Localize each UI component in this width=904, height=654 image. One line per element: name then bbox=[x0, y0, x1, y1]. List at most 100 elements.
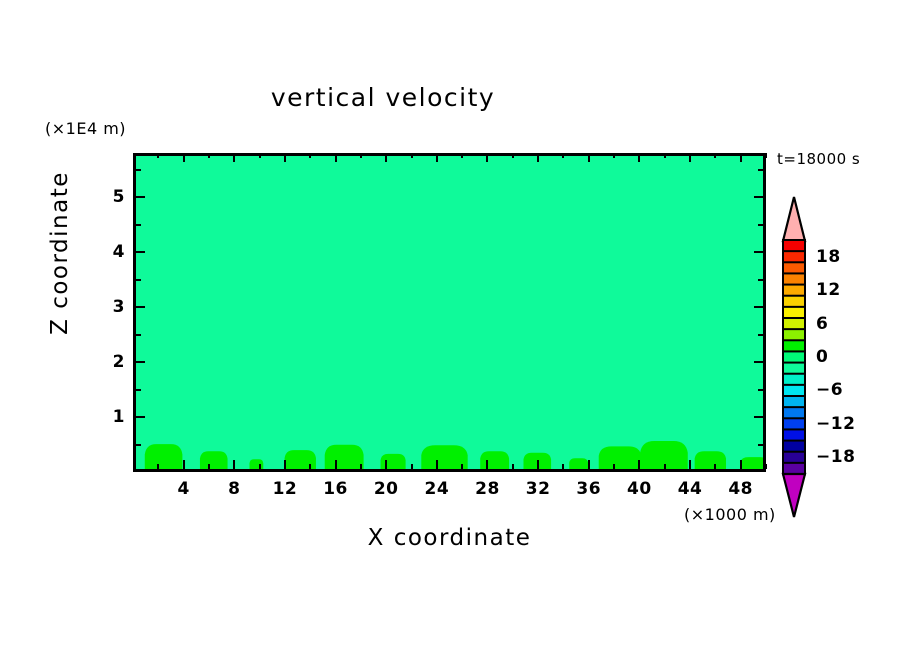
x-tick-top bbox=[233, 153, 236, 162]
x-tick-label: 40 bbox=[627, 479, 652, 499]
y-tick-label: 1 bbox=[112, 407, 125, 427]
x-tick-top bbox=[435, 153, 438, 162]
x-tick-major bbox=[435, 460, 438, 469]
y-tick-right-minor bbox=[758, 443, 763, 446]
x-tick-top bbox=[486, 153, 489, 162]
colorbar bbox=[781, 196, 807, 518]
x-tick-top-minor bbox=[562, 153, 565, 158]
contour-cell bbox=[598, 446, 642, 469]
colorbar-band bbox=[782, 283, 806, 298]
x-tick-major bbox=[385, 460, 388, 469]
x-tick-major bbox=[233, 460, 236, 469]
contour-cell bbox=[740, 457, 763, 469]
x-tick-top-minor bbox=[714, 153, 717, 158]
z-axis-unit-label: (×1E4 m) bbox=[45, 119, 127, 138]
y-tick-right bbox=[754, 306, 763, 308]
y-tick-label: 5 bbox=[112, 187, 125, 207]
x-tick-top bbox=[537, 153, 540, 162]
x-tick-top-minor bbox=[511, 153, 514, 158]
x-tick-top bbox=[182, 153, 185, 162]
contour-cell bbox=[284, 450, 316, 469]
x-tick-top bbox=[638, 153, 641, 162]
x-tick-label: 8 bbox=[228, 479, 241, 499]
y-tick-minor bbox=[136, 168, 141, 171]
y-tick-right bbox=[754, 361, 763, 363]
colorbar-band bbox=[782, 250, 806, 264]
colorbar-band bbox=[782, 395, 806, 409]
colorbar-band bbox=[782, 328, 806, 342]
x-tick-top-minor bbox=[207, 153, 210, 158]
colorbar-band bbox=[782, 272, 806, 286]
x-tick-top bbox=[739, 153, 742, 162]
colorbar-band bbox=[782, 339, 806, 353]
colorbar-tick-label: 12 bbox=[816, 280, 841, 301]
x-tick-major bbox=[537, 460, 540, 469]
y-tick-major bbox=[136, 306, 145, 308]
x-tick-major bbox=[334, 460, 337, 469]
x-tick-minor bbox=[461, 464, 464, 469]
x-tick-minor bbox=[207, 464, 210, 469]
x-tick-top-minor bbox=[359, 153, 362, 158]
y-tick-right-minor bbox=[758, 168, 763, 171]
colorbar-band bbox=[782, 350, 806, 364]
x-tick-top-minor bbox=[765, 153, 767, 158]
y-tick-minor bbox=[136, 278, 141, 281]
y-tick-major bbox=[136, 251, 145, 253]
x-tick-minor bbox=[157, 464, 160, 469]
colorbar-band bbox=[782, 439, 806, 454]
colorbar-band bbox=[782, 317, 806, 331]
page-title: vertical velocity bbox=[270, 83, 496, 112]
x-tick-label: 20 bbox=[373, 479, 399, 499]
x-tick-top bbox=[385, 153, 388, 162]
x-tick-label: 16 bbox=[323, 479, 348, 499]
x-tick-label: 48 bbox=[728, 479, 754, 499]
y-tick-right-minor bbox=[758, 388, 763, 391]
x-axis-unit-label: (×1000 m) bbox=[684, 505, 776, 524]
colorbar-band bbox=[782, 261, 806, 275]
plot-area bbox=[133, 153, 766, 472]
colorbar-band bbox=[782, 305, 806, 320]
x-tick-label: 12 bbox=[272, 479, 298, 499]
y-tick-minor bbox=[136, 333, 141, 336]
colorbar-tick-label: 6 bbox=[816, 313, 829, 334]
colorbar-band bbox=[782, 383, 806, 398]
x-tick-top-minor bbox=[157, 153, 160, 158]
colorbar-tick-label: −18 bbox=[816, 447, 856, 468]
y-tick-label: 2 bbox=[112, 352, 125, 372]
y-tick-right-minor bbox=[758, 333, 763, 336]
colorbar-tick-label: 0 bbox=[816, 347, 829, 367]
y-tick-major bbox=[136, 196, 145, 198]
contour-cell bbox=[480, 451, 510, 469]
colorbar-tick-label: 18 bbox=[816, 246, 841, 267]
x-tick-top bbox=[689, 153, 692, 162]
x-tick-minor bbox=[663, 464, 666, 469]
contour-cell bbox=[249, 459, 264, 469]
y-tick-major bbox=[136, 416, 145, 418]
y-tick-right-minor bbox=[758, 278, 763, 281]
contour-cell bbox=[569, 458, 589, 469]
y-tick-major bbox=[136, 361, 145, 363]
x-tick-major bbox=[587, 460, 590, 469]
x-tick-top-minor bbox=[258, 153, 261, 158]
colorbar-band bbox=[782, 417, 806, 431]
x-tick-minor bbox=[511, 464, 514, 469]
colorbar-band bbox=[782, 406, 806, 420]
colorbar-band bbox=[782, 461, 806, 476]
x-tick-major bbox=[486, 460, 489, 469]
x-tick-top bbox=[334, 153, 337, 162]
x-tick-major bbox=[689, 460, 692, 469]
colorbar-band bbox=[782, 239, 806, 253]
x-tick-label: 32 bbox=[525, 479, 551, 499]
x-tick-minor bbox=[562, 464, 565, 469]
x-tick-label: 28 bbox=[475, 479, 500, 499]
x-tick-label: 44 bbox=[677, 479, 703, 499]
x-tick-top bbox=[587, 153, 590, 162]
colorbar-band bbox=[782, 372, 806, 387]
y-tick-right bbox=[754, 251, 763, 253]
y-tick-right bbox=[754, 416, 763, 418]
x-tick-minor bbox=[410, 464, 413, 469]
x-tick-top-minor bbox=[309, 153, 312, 158]
x-tick-minor bbox=[359, 464, 362, 469]
contour-cell bbox=[324, 444, 364, 469]
x-tick-minor bbox=[258, 464, 261, 469]
